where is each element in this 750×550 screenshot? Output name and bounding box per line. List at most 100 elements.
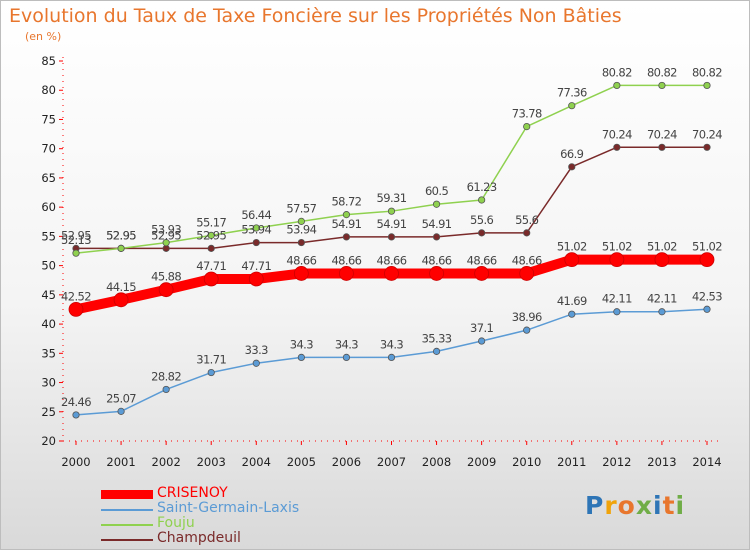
x-tick-label: 2003	[197, 455, 226, 469]
data-point-crisenoy	[113, 292, 129, 308]
data-point-fouju	[342, 211, 351, 219]
data-point-saint-germain-laxis	[387, 353, 396, 361]
logo-letter: t	[662, 491, 676, 520]
x-tick-label: 2014	[692, 455, 721, 469]
legend-swatch-champdeuil	[101, 539, 153, 541]
data-label-fouju: 52.95	[106, 228, 136, 242]
logo-letter: i	[653, 491, 663, 520]
x-tick-label: 2011	[557, 455, 586, 469]
data-point-crisenoy	[293, 266, 309, 281]
data-label-champdeuil: 54.91	[377, 217, 407, 231]
logo-letter: o	[617, 491, 636, 520]
data-point-saint-germain-laxis	[523, 326, 531, 334]
data-point-fouju	[568, 102, 576, 110]
data-label-saint-germain-laxis: 24.46	[61, 395, 91, 409]
data-point-fouju	[117, 244, 125, 252]
data-point-fouju	[613, 81, 621, 90]
legend-swatch-crisenoy	[101, 490, 153, 499]
data-label-fouju: 77.36	[557, 86, 587, 100]
data-point-fouju	[252, 224, 260, 232]
data-label-fouju: 59.31	[377, 191, 407, 205]
data-point-champdeuil	[342, 233, 351, 241]
legend-label-fouju: Fouju	[157, 515, 195, 531]
data-label-crisenoy: 48.66	[377, 253, 407, 267]
data-label-saint-germain-laxis: 28.82	[151, 369, 181, 383]
data-label-saint-germain-laxis: 42.53	[692, 289, 722, 303]
data-point-saint-germain-laxis	[613, 308, 621, 316]
y-tick-label: 75	[41, 112, 56, 126]
data-point-crisenoy	[203, 271, 219, 287]
data-label-champdeuil: 52.95	[196, 228, 226, 242]
data-point-crisenoy	[564, 252, 580, 268]
y-tick-label: 35	[41, 346, 56, 360]
data-point-fouju	[432, 200, 441, 208]
data-label-fouju: 80.82	[692, 65, 722, 79]
data-point-saint-germain-laxis	[342, 353, 351, 361]
data-label-champdeuil: 53.94	[241, 223, 271, 237]
data-label-crisenoy: 48.66	[422, 253, 452, 267]
logo-letter: r	[604, 491, 618, 520]
data-label-champdeuil: 52.95	[106, 228, 136, 242]
data-point-crisenoy	[609, 252, 625, 268]
data-label-crisenoy: 48.66	[286, 253, 316, 267]
data-label-champdeuil: 70.24	[602, 127, 632, 141]
data-label-crisenoy: 48.66	[331, 253, 361, 267]
data-label-champdeuil: 70.24	[647, 127, 677, 141]
data-label-layer: 42.52 44.15 45.88 47.71 47.71 48.66 48.66 48.66…	[61, 65, 723, 409]
y-tick-label: 20	[41, 434, 56, 448]
data-point-fouju	[297, 217, 305, 225]
data-label-saint-germain-laxis: 35.33	[422, 331, 452, 345]
x-tick-label: 2005	[287, 455, 316, 469]
legend-label-champdeuil: Champdeuil	[157, 530, 241, 546]
x-tick-label: 2010	[512, 455, 541, 469]
x-tick-label: 2000	[61, 455, 90, 469]
data-point-saint-germain-laxis	[297, 353, 305, 361]
series-layer	[68, 81, 715, 419]
data-point-saint-germain-laxis	[568, 310, 576, 318]
data-point-fouju	[387, 207, 396, 215]
data-point-crisenoy	[339, 266, 354, 281]
data-label-crisenoy: 45.88	[151, 270, 181, 284]
y-tick-label: 30	[41, 376, 56, 390]
data-point-saint-germain-laxis	[207, 368, 215, 377]
x-tick-label: 2006	[332, 455, 361, 469]
x-tick-label: 2002	[152, 455, 181, 469]
data-label-saint-germain-laxis: 42.11	[602, 292, 632, 306]
data-label-fouju: 60.5	[425, 184, 448, 198]
data-point-crisenoy	[474, 266, 490, 281]
data-point-saint-germain-laxis	[117, 407, 125, 415]
data-label-saint-germain-laxis: 31.71	[196, 353, 226, 367]
y-tick-label: 60	[41, 200, 56, 214]
data-point-crisenoy	[68, 301, 84, 317]
y-tick-label: 50	[41, 259, 56, 273]
data-label-champdeuil: 55.6	[470, 213, 493, 227]
legend-swatch-fouju	[101, 524, 153, 526]
data-label-fouju: 55.17	[196, 215, 226, 229]
y-tick-label: 40	[41, 317, 56, 331]
data-label-champdeuil: 55.6	[515, 213, 538, 227]
data-point-fouju	[523, 122, 531, 131]
data-label-champdeuil: 66.9	[560, 147, 583, 161]
data-point-saint-germain-laxis	[162, 385, 170, 394]
data-label-crisenoy: 47.71	[241, 259, 271, 273]
data-point-crisenoy	[654, 252, 670, 268]
chart-axes: 20 25 30 35 40 45 50 55 60 65 70 75 80 85 2000 2001 2002…	[41, 54, 721, 469]
data-label-fouju: 61.23	[467, 180, 497, 194]
data-point-champdeuil	[207, 244, 215, 252]
data-label-fouju: 57.57	[286, 201, 316, 215]
data-point-champdeuil	[523, 229, 531, 237]
data-point-champdeuil	[703, 143, 711, 151]
data-point-saint-germain-laxis	[252, 359, 260, 367]
data-point-fouju	[72, 249, 80, 257]
y-tick-label: 45	[41, 288, 56, 302]
legend-label-saint-germain-laxis: Saint-Germain-Laxis	[157, 500, 300, 516]
data-point-champdeuil	[658, 143, 666, 151]
data-point-champdeuil	[252, 238, 260, 247]
y-tick-label: 85	[41, 54, 56, 68]
data-point-crisenoy	[384, 266, 399, 281]
data-label-champdeuil: 53.94	[286, 223, 316, 237]
logo-letter: i	[675, 491, 686, 520]
data-point-crisenoy	[158, 282, 174, 298]
